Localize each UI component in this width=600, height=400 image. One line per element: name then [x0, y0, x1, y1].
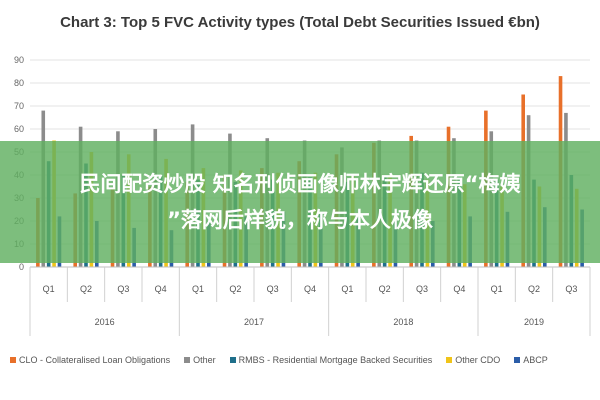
- watermark-line-2: ”落网后样貌，称与本人极像: [167, 208, 433, 232]
- x-tick-label: Q3: [117, 284, 129, 294]
- x-tick-label: Q2: [229, 284, 241, 294]
- watermark-banner: [0, 141, 600, 263]
- legend-item: RMBS - Residential Mortgage Backed Secur…: [229, 355, 433, 365]
- legend-label: RMBS - Residential Mortgage Backed Secur…: [238, 355, 433, 365]
- watermark-text: 民间配资炒股 知名刑侦画像师林宇辉还原“梅姨 ”落网后样貌，称与本人极像: [0, 166, 600, 238]
- x-tick-label: Q4: [304, 284, 316, 294]
- watermark-line-1: 民间配资炒股 知名刑侦画像师林宇辉还原“梅姨: [79, 172, 521, 196]
- legend-label: Other CDO: [455, 355, 501, 365]
- x-tick-label: Q2: [379, 284, 391, 294]
- x-tick-label: Q1: [491, 284, 503, 294]
- x-tick-label: Q3: [565, 284, 577, 294]
- y-tick-label: 70: [14, 101, 24, 111]
- legend-item: Other: [184, 355, 216, 365]
- x-tick-label: Q2: [528, 284, 540, 294]
- legend-swatch: [446, 357, 453, 363]
- x-tick-label: Q1: [341, 284, 353, 294]
- x-tick-label: Q4: [453, 284, 465, 294]
- year-label: 2018: [393, 317, 413, 327]
- legend-item: Other CDO: [446, 355, 500, 365]
- legend-swatch: [184, 357, 191, 363]
- y-tick-label: 0: [19, 262, 24, 272]
- legend-item: ABCP: [514, 355, 548, 365]
- x-tick-label: Q2: [80, 284, 92, 294]
- x-tick-label: Q4: [155, 284, 167, 294]
- legend-label: Other: [193, 355, 216, 365]
- legend-swatch: [514, 357, 521, 363]
- x-axis: Q1 Q2 Q3 Q4 Q1 Q2 Q3 Q4 Q1 Q2 Q3 Q4 Q1 Q2 Q3 2016 2017 20…: [29, 266, 591, 336]
- legend-label: CLO - Collateralised Loan Obligations: [19, 355, 171, 365]
- year-label: 2016: [95, 317, 115, 327]
- y-tick-label: 60: [14, 124, 24, 134]
- legend-label: ABCP: [523, 355, 548, 365]
- x-tick-label: Q3: [267, 284, 279, 294]
- y-tick-label: 90: [14, 55, 24, 65]
- x-tick-label: Q1: [43, 284, 55, 294]
- chart-title: Chart 3: Top 5 FVC Activity types (Total…: [60, 14, 540, 31]
- year-label: 2019: [524, 317, 544, 327]
- chart-legend: CLO - Collateralised Loan Obligations Oth…: [10, 352, 600, 368]
- legend-swatch: [229, 357, 236, 363]
- legend-swatch: [10, 357, 16, 363]
- year-label: 2017: [244, 317, 264, 327]
- x-tick-label: Q3: [416, 284, 428, 294]
- legend-item: CLO - Collateralised Loan Obligations: [10, 355, 170, 365]
- y-tick-label: 80: [14, 78, 24, 88]
- x-tick-label: Q1: [192, 284, 204, 294]
